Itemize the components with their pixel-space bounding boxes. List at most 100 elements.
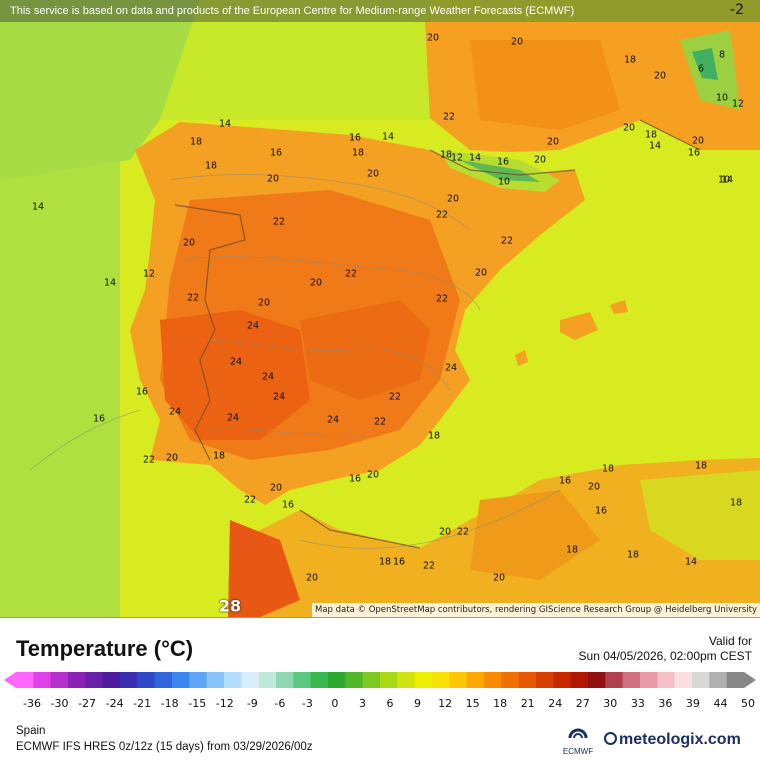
scale-color-swatch xyxy=(293,672,312,688)
scale-color-swatch xyxy=(224,672,242,688)
isotherm-label: 14 xyxy=(31,201,45,213)
scale-color-swatch xyxy=(518,672,537,688)
isotherm-label: 18 xyxy=(439,149,453,161)
isotherm-label: 16 xyxy=(135,386,149,398)
legend-title: Temperature (°C) xyxy=(16,636,194,661)
isotherm-label: 18 xyxy=(204,160,218,172)
isotherm-label: 10 xyxy=(715,92,729,104)
scale-color-swatch xyxy=(276,672,294,688)
isotherm-label: 16 xyxy=(496,156,510,168)
scale-tick-label: -21 xyxy=(133,697,152,710)
isotherm-label: 20 xyxy=(366,168,380,180)
ecmwf-logo-icon: ECMWF xyxy=(563,728,593,756)
scale-color-swatch xyxy=(605,672,624,688)
isotherm-label: 16 xyxy=(392,556,406,568)
scale-color-swatch xyxy=(241,672,260,688)
isotherm-label: 20 xyxy=(366,469,380,481)
isotherm-label: 20 xyxy=(492,572,506,584)
isotherm-label: 14 xyxy=(648,140,662,152)
isotherm-label: 18 xyxy=(212,450,226,462)
scale-tick-label: -6 xyxy=(274,697,286,710)
scale-tick-label: 15 xyxy=(465,697,480,710)
isotherm-label: 12 xyxy=(450,152,464,164)
isotherm-label: 22 xyxy=(344,268,358,280)
scale-color-swatch xyxy=(328,672,346,688)
isotherm-label: 22 xyxy=(442,111,456,123)
scale-tick-label: 3 xyxy=(358,697,366,710)
isotherm-label: 14 xyxy=(218,118,232,130)
scale-color-swatch xyxy=(414,672,433,688)
scale-color-swatch xyxy=(172,672,190,688)
map-attribution[interactable]: Map data © OpenStreetMap contributors, r… xyxy=(312,603,760,617)
scale-tick-label: -27 xyxy=(78,697,97,710)
scale-tick-label: 33 xyxy=(630,697,645,710)
scale-color-swatch xyxy=(102,672,121,688)
scale-tick-label: 9 xyxy=(414,697,422,710)
isotherm-label: 24 xyxy=(444,362,458,374)
isotherm-label: 18 xyxy=(189,136,203,148)
isotherm-label: 16 xyxy=(92,413,106,425)
scale-color-swatch xyxy=(553,672,572,688)
scale-color-swatch xyxy=(536,672,554,688)
isotherm-label: 14 xyxy=(684,556,698,568)
isotherm-label: 14 xyxy=(103,277,117,289)
isotherm-label: 22 xyxy=(422,560,436,572)
scale-color-swatch xyxy=(640,672,658,688)
scale-color-swatch xyxy=(33,672,52,688)
isotherm-label: 10 xyxy=(497,176,511,188)
scale-tick-label: 44 xyxy=(713,697,728,710)
isotherm-label: 24 xyxy=(229,356,243,368)
scale-color-swatch xyxy=(362,672,381,688)
isotherm-label: 14 xyxy=(468,152,482,164)
scale-color-swatch xyxy=(189,672,208,688)
isotherm-label: 20 xyxy=(446,193,460,205)
isotherm-label: 18 xyxy=(351,147,365,159)
ecmwf-logo-text: ECMWF xyxy=(563,747,593,756)
scale-color-swatch xyxy=(137,672,156,688)
scale-color-swatch xyxy=(674,672,693,688)
scale-color-swatch xyxy=(432,672,450,688)
scale-color-swatch xyxy=(397,672,416,688)
isotherm-label: 20 xyxy=(182,237,196,249)
scale-tick-label: 6 xyxy=(386,697,394,710)
model-info: ECMWF IFS HRES 0z/12z (15 days) from 03/… xyxy=(16,741,313,753)
isotherm-label: 18 xyxy=(623,54,637,66)
isotherm-label: 18 xyxy=(565,544,579,556)
isotherm-label: 22 xyxy=(243,494,257,506)
isotherm-label: 22 xyxy=(142,454,156,466)
isotherm-label: 16 xyxy=(281,499,295,511)
scale-color-swatch xyxy=(501,672,520,688)
isotherm-label: 24 xyxy=(272,391,286,403)
isotherm-label: 22 xyxy=(272,216,286,228)
isotherm-label: 8 xyxy=(718,49,726,61)
isotherm-label: 16 xyxy=(558,475,572,487)
isotherm-label: 18 xyxy=(644,129,658,141)
scale-color-swatch xyxy=(709,672,728,688)
isotherm-label: 24 xyxy=(326,414,340,426)
scale-arrow-high xyxy=(744,672,756,688)
isotherm-label: 20 xyxy=(533,154,547,166)
isotherm-label: 20 xyxy=(587,481,601,493)
scale-tick-label: -18 xyxy=(160,697,179,710)
isotherm-label: 12 xyxy=(731,98,745,110)
valid-date: Sun 04/05/2026, 02:00pm CEST xyxy=(578,649,752,663)
isotherm-label: 22 xyxy=(435,209,449,221)
scale-tick-label: 27 xyxy=(575,697,590,710)
scale-tick-label: -3 xyxy=(301,697,313,710)
isotherm-label: 24 xyxy=(168,406,182,418)
isotherm-label: 22 xyxy=(456,526,470,538)
temperature-color-scale xyxy=(4,672,756,688)
brand-label: meteologix.com xyxy=(619,731,741,748)
isotherm-label: 20 xyxy=(510,36,524,48)
corner-label: -2 xyxy=(730,2,744,18)
scale-color-swatch xyxy=(726,672,745,688)
temperature-map[interactable]: This service is based on data and produc… xyxy=(0,0,760,618)
scale-tick-label: 12 xyxy=(438,697,453,710)
isotherm-label: 22 xyxy=(373,416,387,428)
isotherm-label: 20 xyxy=(474,267,488,279)
scale-tick-label: -9 xyxy=(246,697,258,710)
scale-tick-label: 39 xyxy=(685,697,700,710)
brand-link[interactable]: meteologix.com xyxy=(604,731,741,749)
map-canvas xyxy=(0,0,760,617)
scale-arrow-low xyxy=(4,672,16,688)
